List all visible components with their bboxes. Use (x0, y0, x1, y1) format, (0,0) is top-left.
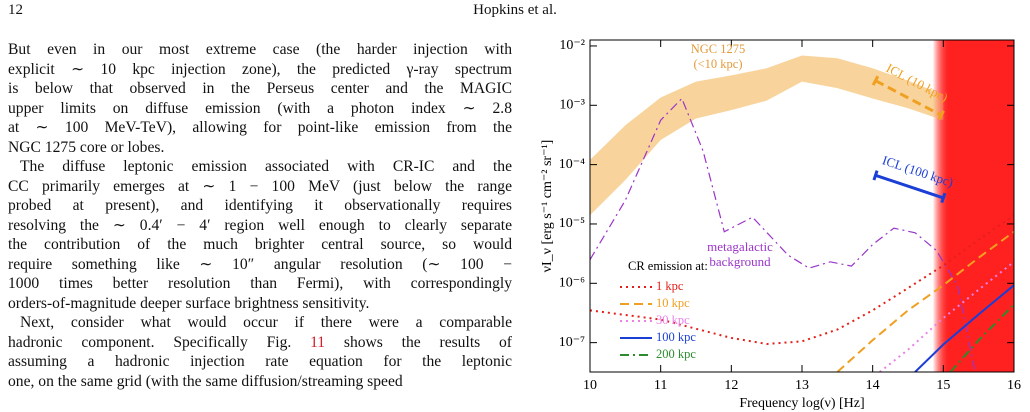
text-line: one, on the same grid (with the same dif… (8, 372, 403, 390)
y-tick-label: 10⁻⁴ (559, 157, 585, 172)
y-tick-label: 10⁻³ (559, 98, 585, 113)
series-line (949, 303, 1014, 372)
text-line: hadronic component. Specifically Fig. 11… (8, 333, 512, 353)
series-line (914, 284, 1014, 372)
segment-cap (940, 192, 947, 204)
y-tick-label: 10⁻² (559, 38, 585, 53)
band (590, 55, 944, 216)
running-title: Hopkins et al. (473, 2, 557, 18)
background-label: background (709, 254, 771, 269)
text-line: assuming a hadronic injection rate equat… (8, 353, 512, 370)
text-line: explicit ∼ 10 kpc injection zone), the p… (8, 60, 512, 78)
text-line: CC primarily emerges at ∼ 1 − 100 MeV (j… (8, 177, 512, 195)
x-tick-label: 14 (866, 378, 880, 393)
text-line: resolving the ∼ 0.4′ − 4′ region well en… (8, 216, 512, 234)
text-column: But even in our most extreme case (the h… (8, 40, 512, 391)
text-line: Next, consider what would occur if there… (20, 314, 512, 331)
segment-cap (937, 110, 945, 121)
shaded-region-overlay (932, 40, 1014, 372)
segment (874, 79, 942, 117)
text-line: But even in our most extreme case (the h… (8, 41, 512, 58)
x-tick-label: 16 (1007, 378, 1021, 393)
series-line (836, 230, 1014, 372)
series-line (590, 214, 1014, 345)
x-axis-label: Frequency log(ν) [Hz] (739, 396, 864, 411)
text-line: require something like ∼ 10″ angular res… (8, 255, 512, 273)
band-label: (<10 kpc) (693, 57, 742, 71)
text-line: orders-of-magnitude deeper surface brigh… (8, 294, 370, 312)
segment-cap (872, 170, 879, 181)
background-label: metagalactic (707, 239, 773, 254)
x-tick-label: 12 (724, 378, 738, 393)
text-line: at ∼ 100 MeV-TeV), allowing for point-li… (8, 119, 512, 136)
y-tick-label: 10⁻⁷ (559, 335, 585, 350)
band-label: NGC 1275 (691, 42, 746, 56)
legend-label: 200 kpc (656, 347, 696, 361)
y-axis-label: νI_ν [erg s⁻¹ cm⁻² sr⁻¹] (540, 140, 555, 273)
plot-area (590, 40, 1014, 372)
x-tick-label: 15 (936, 378, 950, 393)
segment (875, 173, 944, 200)
text-span: hadronic component. Specifically Fig. (8, 333, 311, 351)
legend-title: CR emission at: (628, 259, 708, 273)
page-number: 12 (8, 2, 23, 18)
figure-link[interactable]: 11 (310, 333, 326, 351)
text-line: upper limits on diffuse emission (with a… (8, 99, 512, 117)
y-tick-label: 10⁻⁶ (559, 276, 585, 291)
text-span: shows the results of (325, 333, 512, 351)
legend-label: 30 kpc (656, 313, 690, 327)
legend-label: 1 kpc (656, 279, 684, 293)
text-line: NGC 1275 core or lobes. (8, 138, 165, 156)
text-line: the contribution of the much brighter ce… (8, 236, 512, 253)
text-line: probed at present), and identifying it o… (8, 197, 512, 214)
text-line: is below that observed in the Perseus ce… (8, 80, 512, 97)
y-tick-label: 10⁻⁵ (559, 216, 585, 231)
segment-cap (871, 75, 880, 86)
legend-label: 100 kpc (656, 330, 696, 344)
x-tick-label: 13 (795, 378, 809, 393)
background-curve (590, 97, 976, 372)
text-line: 1000 times better resolution than Fermi)… (8, 275, 512, 292)
x-tick-label: 11 (654, 378, 667, 393)
legend-label: 10 kpc (656, 296, 690, 310)
text-line: The diffuse leptonic emission associated… (20, 158, 512, 175)
x-tick-label: 10 (583, 378, 597, 393)
